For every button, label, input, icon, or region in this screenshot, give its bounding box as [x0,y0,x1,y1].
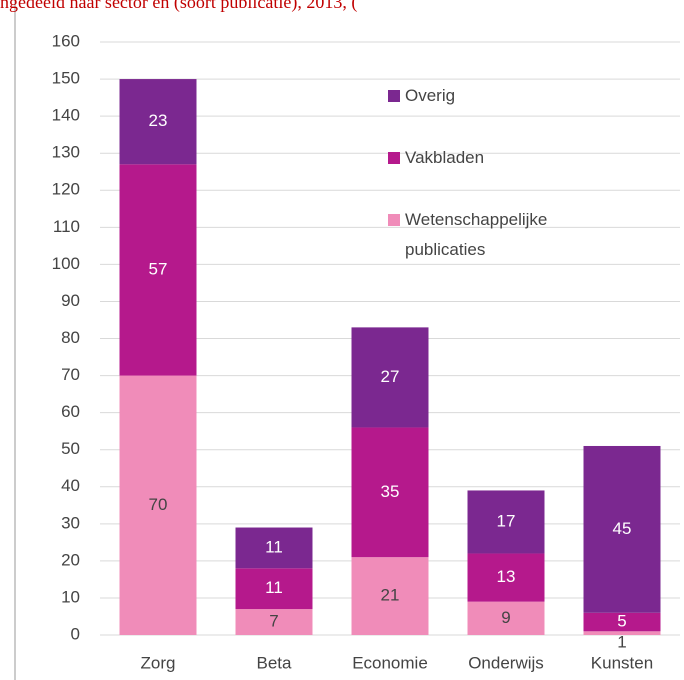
y-tick-label: 40 [61,476,80,495]
bar-segment [119,79,197,165]
y-tick-label: 10 [61,587,80,606]
bar-segment [583,631,661,635]
data-label: 27 [381,367,400,386]
y-tick-label: 160 [52,31,80,50]
data-label: 1 [617,632,626,651]
bar-segment [235,527,313,569]
data-label: 23 [149,111,168,130]
x-tick-label: Beta [257,653,293,672]
x-tick-label: Onderwijs [468,653,544,672]
data-label: 21 [381,586,400,605]
data-label: 57 [149,259,168,278]
legend-swatch [388,152,400,164]
data-label: 11 [265,537,283,556]
y-tick-label: 110 [53,217,80,236]
data-label: 9 [501,608,510,627]
y-tick-label: 150 [52,69,80,88]
chart-title: ), ingedeeld naar sector en (soort publi… [0,0,357,13]
bar-segment [351,327,429,428]
bar-segment [467,601,545,635]
y-tick-label: 0 [71,624,80,643]
bar-segment [467,490,545,554]
legend-swatch [388,90,400,102]
bar-segment [235,568,313,610]
data-label: 17 [497,511,516,530]
y-tick-label: 130 [52,143,80,162]
y-tick-label: 90 [61,291,80,310]
y-tick-label: 20 [61,550,80,569]
bar-segment [119,375,197,635]
data-label: 45 [613,519,632,538]
data-label: 11 [265,578,283,597]
y-tick-label: 120 [52,180,80,199]
data-label: 13 [497,567,516,586]
bar-segment [119,164,197,376]
y-tick-label: 140 [52,106,80,125]
bar-segment [583,612,661,632]
x-tick-label: Kunsten [591,653,653,672]
x-tick-label: Economie [352,653,428,672]
bar-segment [235,609,313,635]
bar-segment [583,445,661,613]
legend-label: Overig [405,86,456,105]
data-label: 5 [617,612,626,631]
y-tick-label: 100 [52,254,80,273]
data-label: 70 [149,495,168,514]
bar-segment [351,427,429,558]
y-tick-label: 60 [61,402,80,421]
data-label: 7 [269,612,278,631]
x-tick-label: Zorg [141,653,176,672]
legend-label: Vakbladen [405,148,485,167]
y-tick-label: 80 [61,328,80,347]
legend-label: Wetenschappelijke publicaties [405,210,548,259]
bar-segment [467,553,545,602]
y-tick-label: 30 [61,513,80,532]
y-tick-label: 50 [61,439,80,458]
y-tick-label: 70 [61,365,80,384]
legend-swatch [388,214,400,226]
data-label: 35 [381,482,400,501]
bar-segment [351,557,429,635]
